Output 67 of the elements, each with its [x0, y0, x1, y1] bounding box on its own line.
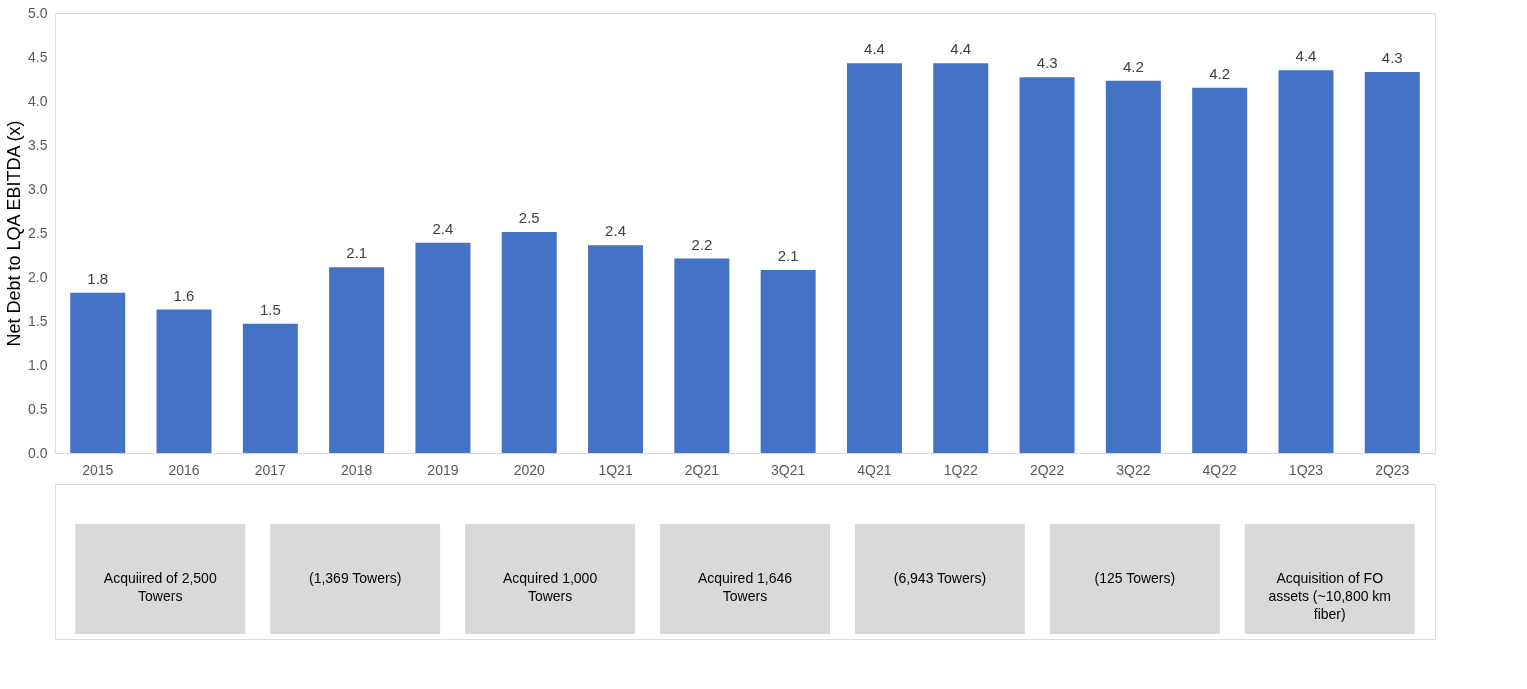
- bar: [1019, 77, 1075, 453]
- bar: [156, 309, 212, 453]
- x-tick-label: 3Q22: [1116, 461, 1151, 478]
- data-label: 4.4: [864, 40, 885, 58]
- bar: [760, 269, 816, 453]
- text: Acquired 1,646 Towers: [697, 570, 793, 604]
- x-tick-label: 2Q23: [1375, 461, 1410, 478]
- bar: [415, 242, 471, 453]
- bar: [70, 292, 126, 453]
- bar: [1364, 71, 1420, 453]
- x-tick-label: 2019: [427, 461, 459, 478]
- text: (1,369 Towers): [309, 570, 402, 586]
- x-tick-label: 1Q21: [598, 461, 633, 478]
- bar: [846, 63, 902, 453]
- x-tick-label: 1Q23: [1288, 461, 1324, 478]
- data-label: 4.2: [1209, 64, 1231, 82]
- data-label: 1.8: [87, 269, 109, 287]
- x-tick-label: 2020: [513, 461, 546, 478]
- x-tick-label: 1Q22: [943, 461, 979, 478]
- bar: [242, 323, 298, 453]
- y-tick-label: 3.5: [28, 136, 48, 153]
- data-label: 4.3: [1381, 48, 1403, 66]
- data-label: 2.5: [518, 209, 540, 227]
- y-tick-label: 3.0: [28, 180, 48, 197]
- data-label: 4.3: [1036, 54, 1058, 72]
- text: Acquired 1,000 Towers: [502, 570, 598, 604]
- y-tick-label: 2.5: [28, 224, 48, 241]
- y-tick-label: 5.0: [28, 4, 48, 21]
- x-tick-label: 2017: [254, 461, 287, 478]
- x-tick-label: 2Q22: [1029, 461, 1065, 478]
- data-label: 4.4: [1295, 47, 1317, 65]
- data-label: 4.4: [950, 40, 972, 58]
- data-label: 2.2: [691, 235, 713, 253]
- bar: [588, 245, 644, 453]
- data-label: 1.5: [259, 300, 281, 318]
- x-tick-label: 2Q21: [684, 461, 720, 478]
- bar: [501, 232, 557, 453]
- data-label: 2.4: [605, 222, 626, 240]
- y-tick-label: 1.0: [28, 356, 48, 373]
- y-tick-label: 4.5: [28, 48, 48, 65]
- y-tick-label: 0.5: [28, 400, 48, 417]
- bar: [933, 63, 989, 453]
- data-label: 2.1: [346, 244, 368, 262]
- x-tick-label: 3Q21: [771, 461, 806, 478]
- data-label: 1.6: [173, 286, 195, 304]
- x-tick-label: 2015: [82, 461, 114, 478]
- bar: [1105, 80, 1161, 453]
- y-tick-label: 4.0: [28, 92, 48, 109]
- data-label: 4.2: [1122, 57, 1144, 75]
- y-tick-label: 2.0: [28, 268, 48, 285]
- x-tick-label: 2018: [341, 461, 373, 478]
- text: (6,943 Towers): [893, 570, 987, 586]
- bar: [1192, 87, 1248, 453]
- x-tick-label: 2016: [168, 461, 200, 478]
- text: (125 Towers): [1094, 570, 1176, 586]
- y-tick-label: 0.0: [28, 444, 48, 461]
- x-tick-label: 4Q22: [1202, 461, 1238, 478]
- x-tick-label: 4Q21: [857, 461, 892, 478]
- data-label: 2.4: [432, 219, 454, 237]
- bar: [1278, 70, 1334, 453]
- text: Acquisition of FO assets (~10,800 km fiber): [1268, 570, 1392, 622]
- bar: [329, 267, 385, 453]
- bar: [674, 258, 730, 453]
- text: Acquiired of 2,500 Towers: [103, 570, 217, 604]
- data-label: 2.1: [777, 246, 799, 264]
- y-tick-label: 1.5: [28, 312, 48, 329]
- y-axis-title: Net Debt to LQA EBITDA (x): [4, 120, 25, 347]
